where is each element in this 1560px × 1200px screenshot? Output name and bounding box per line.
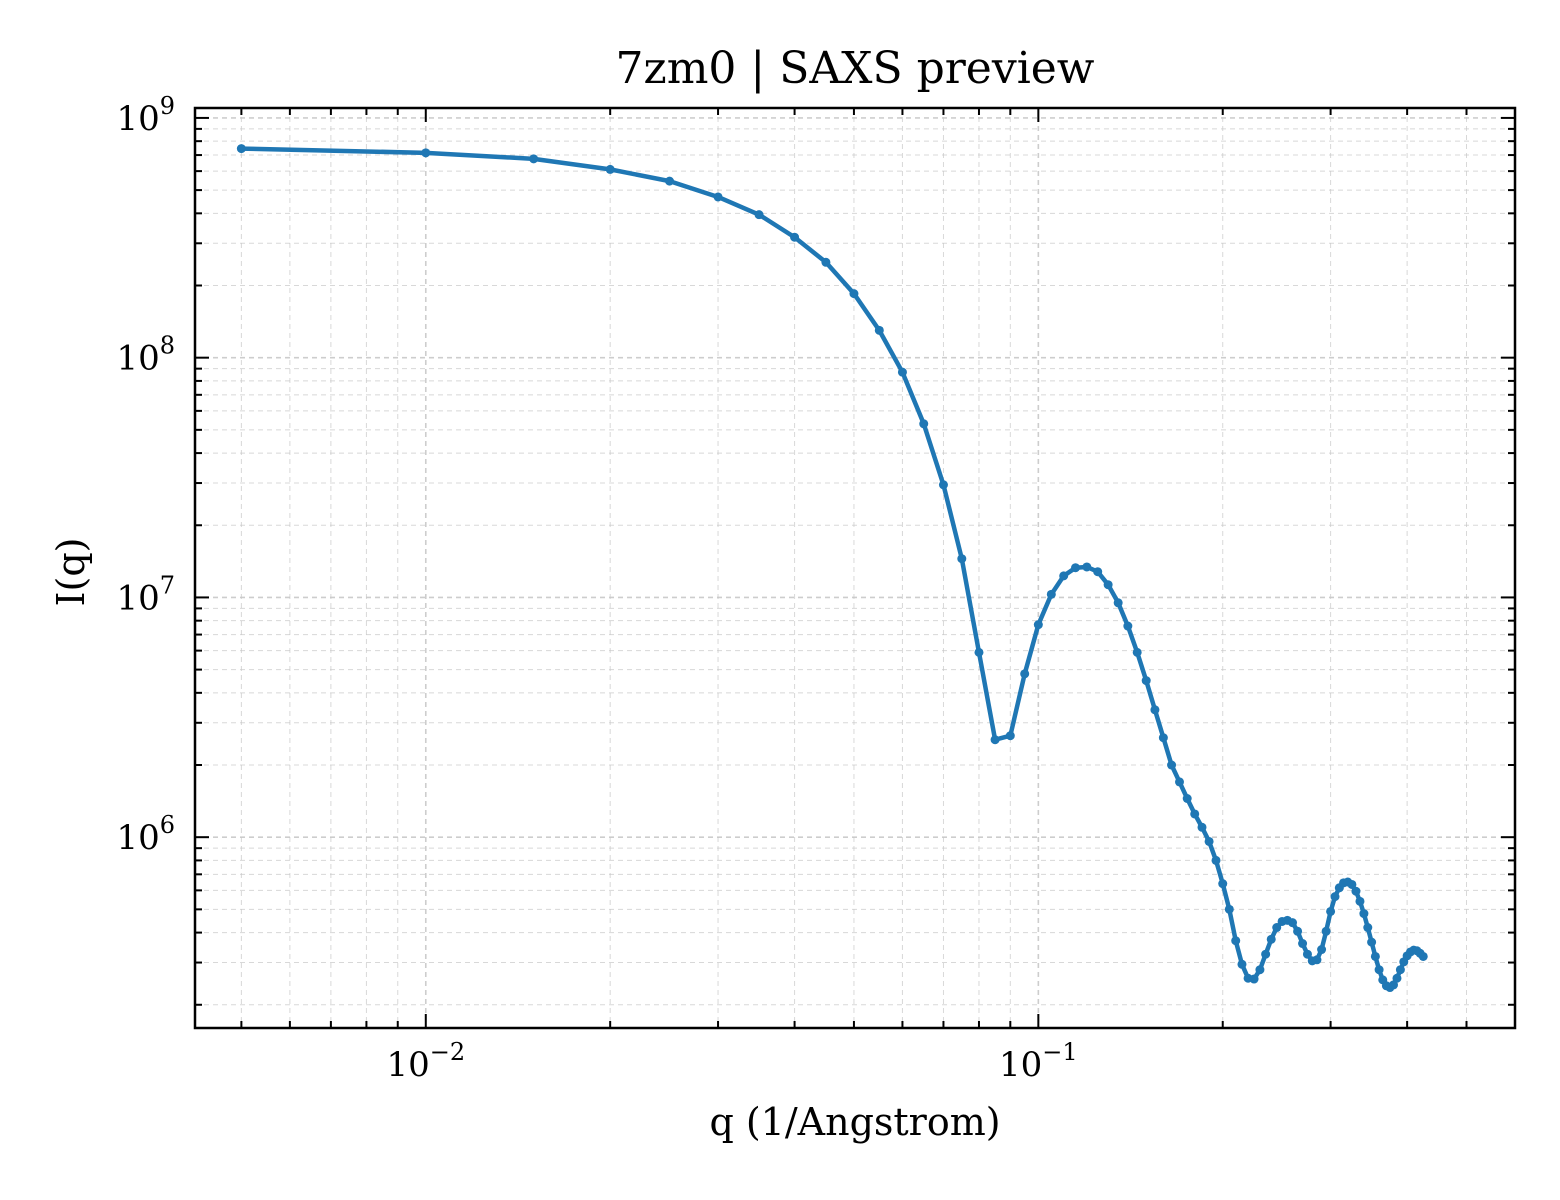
data-point (713, 192, 723, 202)
data-point (1150, 705, 1160, 715)
data-point (957, 554, 967, 564)
data-point (1363, 923, 1373, 933)
data-point (1005, 731, 1015, 741)
x-tick-label: 10−1 (999, 1038, 1078, 1085)
data-point (1317, 945, 1327, 955)
data-point (1204, 836, 1214, 846)
data-point (1272, 923, 1282, 933)
data-point (1261, 949, 1271, 959)
data-point (919, 419, 929, 429)
y-tick-label: 107 (116, 571, 175, 618)
data-point (974, 647, 984, 657)
major-grid (195, 108, 1515, 1028)
data-point (605, 164, 615, 174)
data-point (1046, 589, 1056, 599)
data-point (1123, 621, 1133, 631)
data-point (790, 232, 800, 242)
data-point (1395, 965, 1405, 975)
data-point (1249, 974, 1259, 984)
data-point (1418, 951, 1428, 961)
data-point (1326, 906, 1336, 916)
y-tick-label: 106 (116, 811, 175, 858)
data-point (897, 367, 907, 377)
data-point (1175, 777, 1184, 787)
data-point (1370, 951, 1380, 961)
tick-labels: 10−2 10−1 106 107 108 109 (116, 92, 1077, 1085)
data-point (1093, 567, 1103, 577)
data-point (1312, 955, 1322, 965)
plot-frame (193, 106, 1517, 1030)
data-point (1293, 926, 1303, 936)
data-point (1132, 647, 1142, 657)
data-point (529, 154, 539, 164)
data-point (1218, 879, 1228, 889)
data-point (1224, 904, 1234, 914)
data-point (1355, 896, 1365, 906)
data-point (938, 480, 948, 490)
data-point (1231, 936, 1241, 946)
data-point (1071, 563, 1081, 573)
data-point (874, 325, 884, 335)
y-tick-label: 109 (116, 92, 175, 139)
x-tick-label: 10−2 (386, 1038, 465, 1085)
y-tick-label: 108 (116, 332, 175, 379)
series-line (239, 146, 1426, 990)
data-point (1255, 965, 1265, 975)
data-point (1367, 937, 1377, 947)
minor-grid (195, 108, 1515, 1028)
data-point (1266, 934, 1276, 944)
data-series (236, 144, 1428, 993)
data-point (1321, 926, 1331, 936)
data-point (1237, 959, 1247, 969)
data-point (1082, 562, 1092, 572)
data-point (1388, 980, 1398, 990)
data-point (1359, 909, 1369, 919)
data-point (1351, 886, 1361, 896)
data-point (1158, 733, 1168, 743)
data-point (821, 257, 831, 267)
data-point (1103, 580, 1113, 590)
data-point (1190, 809, 1200, 819)
x-axis-label: q (1/Angstrom) (709, 1100, 1000, 1144)
data-point (1113, 598, 1123, 608)
data-point (990, 735, 1000, 745)
data-point (1059, 571, 1069, 581)
data-point (1020, 669, 1030, 679)
data-point (1211, 855, 1221, 865)
data-point (1167, 760, 1177, 770)
data-point (665, 176, 675, 186)
y-axis-label: I(q) (49, 538, 93, 607)
data-point (1182, 794, 1192, 803)
data-point (1347, 879, 1357, 889)
data-point (754, 210, 764, 220)
data-point (1141, 676, 1151, 686)
data-point (1288, 918, 1298, 928)
data-point (1330, 892, 1340, 902)
data-point (236, 144, 246, 154)
data-point (1197, 822, 1207, 832)
chart-title: 7zm0 | SAXS preview (616, 43, 1095, 94)
data-point (421, 148, 431, 158)
data-point (1302, 949, 1312, 959)
data-point (1033, 620, 1043, 630)
data-point (1374, 965, 1384, 975)
data-point (849, 289, 859, 299)
data-point (1298, 939, 1308, 949)
data-point (1392, 973, 1402, 983)
